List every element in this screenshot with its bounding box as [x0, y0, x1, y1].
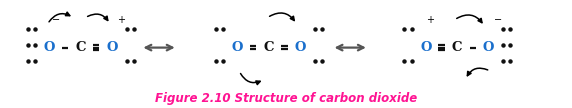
Text: O: O — [420, 41, 431, 54]
Text: C: C — [264, 41, 274, 54]
Text: O: O — [106, 41, 118, 54]
Text: O: O — [232, 41, 243, 54]
Text: O: O — [43, 41, 55, 54]
Text: Figure 2.10 Structure of carbon dioxide: Figure 2.10 Structure of carbon dioxide — [155, 92, 417, 105]
Text: C: C — [452, 41, 462, 54]
FancyArrowPatch shape — [456, 15, 482, 23]
FancyArrowPatch shape — [88, 14, 108, 20]
Text: C: C — [76, 41, 86, 54]
FancyArrowPatch shape — [49, 12, 70, 22]
Text: O: O — [295, 41, 306, 54]
Text: −: − — [494, 15, 502, 25]
Text: +: + — [117, 15, 125, 25]
FancyArrowPatch shape — [269, 13, 294, 21]
Text: −: − — [52, 15, 60, 25]
Text: O: O — [483, 41, 494, 54]
FancyArrowPatch shape — [467, 68, 488, 76]
Text: +: + — [426, 15, 434, 25]
FancyArrowPatch shape — [241, 74, 260, 85]
